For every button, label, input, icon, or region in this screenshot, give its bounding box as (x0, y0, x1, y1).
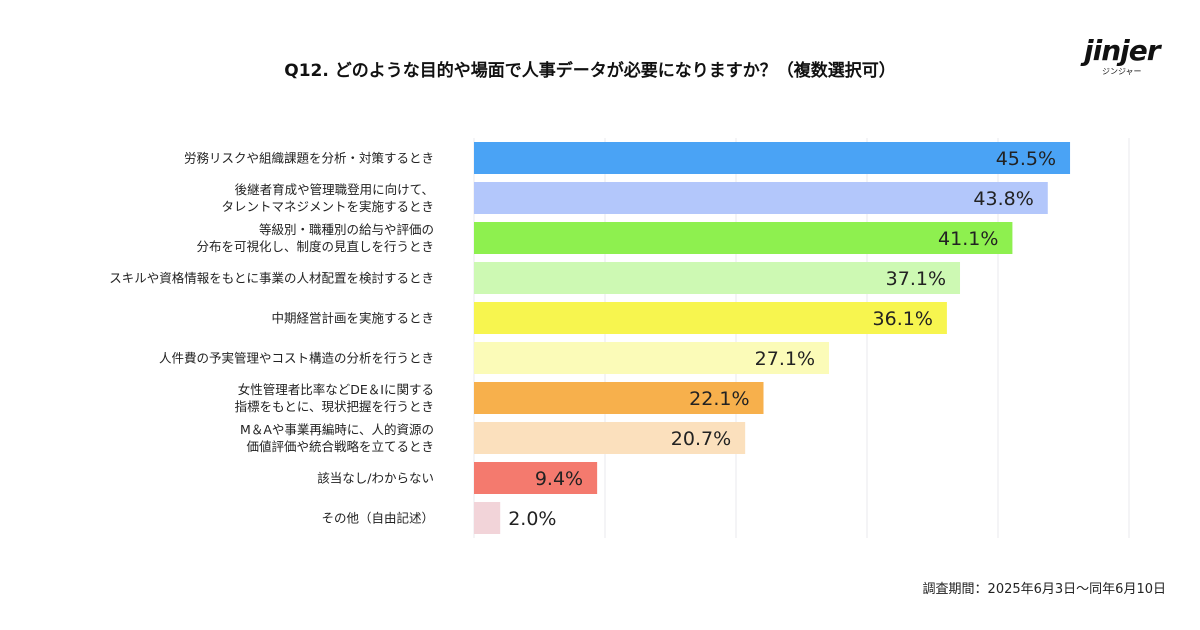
category-label: 後継者育成や管理職登用に向けて、 タレントマネジメントを実施するとき (221, 182, 434, 214)
value-label: 41.1% (938, 228, 998, 250)
category-label: M＆Aや事業再編時に、人的資源の 価値評価や統合戦略を立てるとき (240, 422, 434, 454)
bar (474, 342, 830, 374)
bar (474, 222, 1013, 254)
category-label: 人件費の予実管理やコスト構造の分析を行うとき (158, 350, 434, 366)
value-label: 20.7% (671, 428, 731, 450)
logo: jinjer ジンジャー (1084, 34, 1161, 77)
value-label: 36.1% (873, 308, 933, 330)
bar (474, 382, 764, 414)
value-label: 37.1% (886, 268, 946, 290)
value-label: 43.8% (973, 188, 1033, 210)
value-label: 27.1% (755, 348, 815, 370)
bar (474, 262, 961, 294)
bar (474, 502, 501, 534)
value-label: 22.1% (689, 388, 749, 410)
category-label: 女性管理者比率などDE＆Iに関する 指標をもとに、現状把握を行うとき (234, 382, 434, 414)
bar (474, 462, 598, 494)
category-label: 等級別・職種別の給与や評価の 分布を可視化し、制度の見直しを行うとき (196, 222, 434, 254)
chart-title: Q12. どのような目的や場面で人事データが必要になりますか？（複数選択可） (284, 61, 896, 81)
value-label: 9.4% (535, 468, 583, 490)
category-label: 該当なし/わからない (317, 470, 434, 486)
value-label: 2.0% (508, 508, 556, 530)
bar (474, 182, 1048, 214)
bar (474, 142, 1071, 174)
footnote: 調査期間：2025年6月3日～同年6月10日 (922, 582, 1166, 597)
bar (474, 422, 746, 454)
value-label: 45.5% (996, 148, 1056, 170)
logo-name: jinjer (1084, 34, 1161, 67)
category-label: 中期経営計画を実施するとき (271, 310, 434, 326)
bar (474, 302, 947, 334)
category-label: スキルや資格情報をもとに事業の人材配置を検討するとき (109, 270, 434, 286)
category-label: その他（自由記述） (321, 510, 434, 526)
logo-kana: ジンジャー (1101, 67, 1142, 76)
category-label: 労務リスクや組織課題を分析・対策するとき (183, 150, 434, 166)
